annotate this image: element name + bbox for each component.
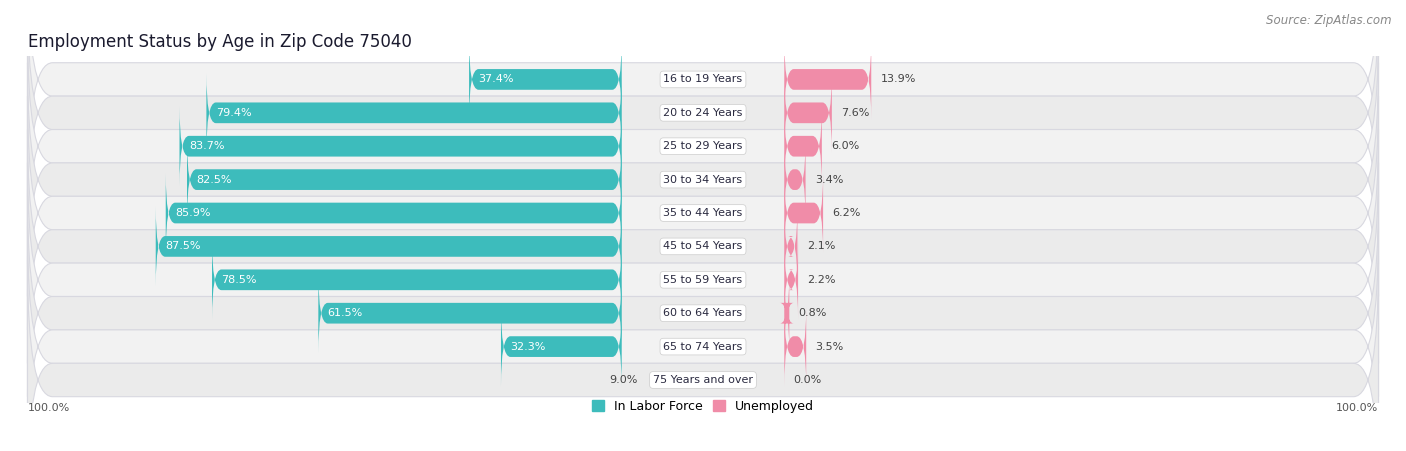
Text: Source: ZipAtlas.com: Source: ZipAtlas.com [1267,14,1392,27]
Text: 0.0%: 0.0% [794,375,823,385]
Text: Employment Status by Age in Zip Code 75040: Employment Status by Age in Zip Code 750… [28,33,412,51]
Text: 9.0%: 9.0% [609,375,637,385]
Text: 30 to 34 Years: 30 to 34 Years [664,175,742,184]
Text: 55 to 59 Years: 55 to 59 Years [664,275,742,285]
FancyBboxPatch shape [470,40,621,119]
Text: 79.4%: 79.4% [215,108,252,118]
Text: 2.2%: 2.2% [807,275,837,285]
FancyBboxPatch shape [212,240,621,320]
FancyBboxPatch shape [785,140,806,219]
Text: 32.3%: 32.3% [510,341,546,352]
Text: 82.5%: 82.5% [197,175,232,184]
FancyBboxPatch shape [318,273,621,353]
Text: 7.6%: 7.6% [841,108,869,118]
Text: 87.5%: 87.5% [165,241,201,251]
FancyBboxPatch shape [28,230,1378,451]
FancyBboxPatch shape [166,173,621,253]
FancyBboxPatch shape [28,163,1378,397]
Text: 75 Years and over: 75 Years and over [652,375,754,385]
FancyBboxPatch shape [28,0,1378,230]
Text: 2.1%: 2.1% [807,241,835,251]
FancyBboxPatch shape [180,106,621,186]
FancyBboxPatch shape [28,96,1378,330]
Text: 65 to 74 Years: 65 to 74 Years [664,341,742,352]
Text: 3.4%: 3.4% [815,175,844,184]
FancyBboxPatch shape [785,173,823,253]
Text: 3.5%: 3.5% [815,341,844,352]
FancyBboxPatch shape [780,273,794,353]
Text: 78.5%: 78.5% [221,275,257,285]
Text: 13.9%: 13.9% [880,74,915,84]
FancyBboxPatch shape [187,140,621,219]
Text: 37.4%: 37.4% [478,74,515,84]
FancyBboxPatch shape [28,129,1378,364]
Text: 60 to 64 Years: 60 to 64 Years [664,308,742,318]
Text: 20 to 24 Years: 20 to 24 Years [664,108,742,118]
FancyBboxPatch shape [28,196,1378,430]
FancyBboxPatch shape [785,73,832,152]
FancyBboxPatch shape [28,0,1378,196]
FancyBboxPatch shape [785,207,797,286]
Legend: In Labor Force, Unemployed: In Labor Force, Unemployed [586,395,820,418]
FancyBboxPatch shape [28,263,1378,451]
Text: 85.9%: 85.9% [176,208,211,218]
Text: 25 to 29 Years: 25 to 29 Years [664,141,742,151]
Text: 83.7%: 83.7% [188,141,225,151]
Text: 6.0%: 6.0% [831,141,859,151]
Text: 45 to 54 Years: 45 to 54 Years [664,241,742,251]
Text: 100.0%: 100.0% [1336,403,1378,414]
FancyBboxPatch shape [501,307,621,387]
FancyBboxPatch shape [28,29,1378,263]
Text: 61.5%: 61.5% [328,308,363,318]
Text: 0.8%: 0.8% [799,308,827,318]
FancyBboxPatch shape [207,73,621,152]
FancyBboxPatch shape [785,240,799,320]
FancyBboxPatch shape [785,307,806,387]
Text: 35 to 44 Years: 35 to 44 Years [664,208,742,218]
FancyBboxPatch shape [785,106,823,186]
FancyBboxPatch shape [785,40,872,119]
FancyBboxPatch shape [28,63,1378,296]
Text: 100.0%: 100.0% [28,403,70,414]
Text: 6.2%: 6.2% [832,208,860,218]
Text: 16 to 19 Years: 16 to 19 Years [664,74,742,84]
FancyBboxPatch shape [156,207,621,286]
